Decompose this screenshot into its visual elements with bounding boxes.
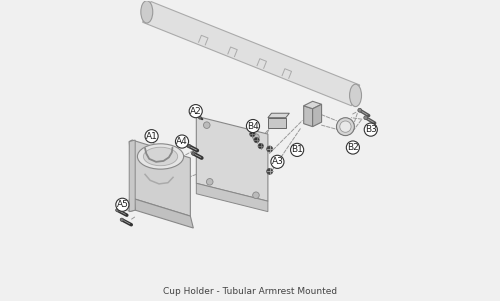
Polygon shape [304, 106, 312, 127]
Ellipse shape [198, 116, 202, 119]
Polygon shape [129, 140, 135, 212]
Polygon shape [196, 183, 268, 212]
Ellipse shape [116, 209, 119, 212]
Ellipse shape [340, 121, 351, 132]
Ellipse shape [144, 147, 178, 166]
Polygon shape [196, 116, 268, 201]
Circle shape [145, 130, 158, 143]
Polygon shape [312, 104, 322, 127]
Polygon shape [304, 101, 322, 109]
Circle shape [116, 198, 129, 211]
Text: A5: A5 [116, 200, 128, 209]
Polygon shape [129, 140, 135, 212]
Ellipse shape [252, 192, 259, 199]
Text: A2: A2 [190, 107, 202, 116]
Ellipse shape [336, 118, 354, 135]
Ellipse shape [204, 122, 210, 129]
Ellipse shape [192, 152, 195, 155]
Ellipse shape [120, 218, 124, 221]
Text: A4: A4 [176, 137, 188, 146]
Ellipse shape [350, 84, 362, 107]
Ellipse shape [138, 144, 184, 169]
Polygon shape [268, 113, 289, 118]
Polygon shape [132, 198, 194, 228]
Circle shape [364, 123, 378, 136]
Ellipse shape [250, 132, 255, 137]
Ellipse shape [266, 146, 272, 152]
Polygon shape [142, 2, 360, 106]
Ellipse shape [254, 137, 259, 143]
Text: B4: B4 [247, 122, 259, 131]
Circle shape [189, 104, 202, 118]
Text: A1: A1 [146, 132, 158, 141]
Circle shape [271, 155, 284, 168]
Ellipse shape [206, 178, 213, 185]
Text: B2: B2 [347, 143, 359, 152]
Circle shape [290, 143, 304, 157]
Circle shape [246, 119, 260, 133]
Polygon shape [132, 140, 190, 216]
Ellipse shape [141, 1, 153, 23]
Text: A3: A3 [272, 157, 283, 166]
Ellipse shape [358, 108, 362, 112]
Ellipse shape [187, 144, 190, 148]
Circle shape [176, 135, 188, 148]
Ellipse shape [258, 143, 264, 149]
Polygon shape [268, 118, 286, 128]
Ellipse shape [266, 168, 272, 174]
Text: B3: B3 [365, 125, 376, 134]
Circle shape [346, 141, 360, 154]
Ellipse shape [364, 116, 368, 119]
Ellipse shape [252, 134, 259, 140]
Text: Cup Holder - Tubular Armrest Mounted: Cup Holder - Tubular Armrest Mounted [163, 287, 337, 296]
Text: B1: B1 [291, 145, 303, 154]
